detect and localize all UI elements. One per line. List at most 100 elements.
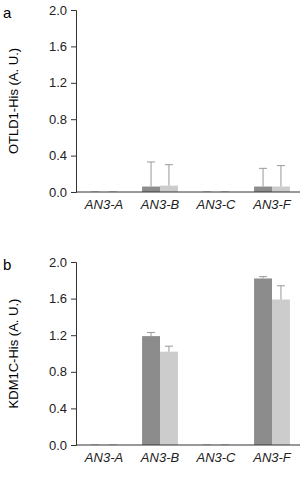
x-tick: AN3-F — [252, 192, 292, 212]
panel: a OTLD1-His (A. U.) 0.0 0.4 0.8 1.2 1.6 2.0 AN3-… — [3, 3, 300, 213]
y-tick-label: 0.0 — [49, 438, 67, 453]
y-tick-label: 0.8 — [49, 112, 67, 127]
error-cap — [277, 285, 285, 286]
bar — [142, 336, 160, 445]
error-whisker — [280, 286, 281, 300]
y-tick: 0.0 — [49, 185, 76, 200]
y-axis-line — [71, 263, 77, 446]
plot-area — [91, 277, 290, 445]
y-tick-label: 1.2 — [49, 75, 67, 90]
y-axis-label: KDM1C-His (A. U.) — [6, 299, 21, 409]
y-axis-line — [71, 11, 77, 193]
y-tick-mark — [71, 299, 76, 300]
error-cap — [259, 168, 267, 169]
x-tick: AN3-C — [195, 192, 236, 212]
y-tick-label: 2.0 — [49, 3, 67, 18]
y-tick-mark — [71, 46, 76, 47]
error-whisker — [280, 166, 281, 187]
y-tick: 0.4 — [49, 401, 76, 416]
error-cap — [259, 276, 267, 277]
error-cap — [147, 161, 155, 162]
x-tick: AN3-F — [252, 445, 292, 465]
x-tick-label: AN3-F — [252, 450, 292, 465]
y-tick: 2.0 — [49, 3, 76, 18]
panel-label: a — [3, 4, 12, 21]
x-tick: AN3-B — [140, 445, 180, 465]
error-bar — [259, 277, 267, 279]
y-tick-mark — [71, 335, 76, 336]
panel-label: b — [3, 256, 11, 273]
y-tick-mark — [71, 156, 76, 157]
error-bar — [277, 166, 285, 187]
y-tick-mark — [71, 262, 76, 263]
y-tick-mark — [71, 372, 76, 373]
x-tick-label: AN3-B — [140, 197, 180, 212]
x-tick-label: AN3-F — [252, 197, 292, 212]
y-tick: 1.2 — [49, 75, 76, 90]
bar — [272, 187, 290, 192]
x-tick: AN3-B — [140, 192, 180, 212]
error-bar — [277, 286, 285, 300]
bar — [254, 187, 272, 192]
y-tick-label: 2.0 — [49, 255, 67, 270]
y-tick-label: 1.2 — [49, 328, 67, 343]
y-axis: 0.0 0.4 0.8 1.2 1.6 2.0 — [49, 255, 77, 453]
bar — [160, 352, 178, 445]
y-tick-label: 0.8 — [49, 364, 67, 379]
y-tick-label: 0.0 — [49, 185, 67, 200]
y-tick: 0.4 — [49, 148, 76, 163]
bar — [254, 278, 272, 445]
bar — [272, 300, 290, 445]
error-whisker — [151, 162, 152, 187]
y-tick-mark — [71, 408, 76, 409]
y-tick-mark — [71, 192, 76, 193]
y-axis: 0.0 0.4 0.8 1.2 1.6 2.0 — [49, 3, 77, 200]
error-bar — [165, 346, 173, 351]
error-cap — [165, 346, 173, 347]
error-bar — [147, 332, 155, 336]
x-tick-label: AN3-C — [195, 450, 236, 465]
x-tick: AN3-A — [84, 445, 123, 465]
plot-area — [91, 162, 290, 192]
error-cap — [147, 332, 155, 333]
y-tick-mark — [71, 10, 76, 11]
error-whisker — [151, 332, 152, 336]
y-tick-mark — [71, 445, 76, 446]
x-tick-label: AN3-A — [84, 450, 123, 465]
x-axis-line — [76, 192, 300, 193]
y-tick-label: 1.6 — [49, 291, 67, 306]
y-tick-label: 1.6 — [49, 39, 67, 54]
y-tick-label: 0.4 — [49, 148, 67, 163]
x-axis-line — [76, 445, 300, 446]
x-axis: AN3-A AN3-B AN3-C AN3-F — [76, 192, 300, 212]
y-tick: 1.6 — [49, 39, 76, 54]
y-tick-mark — [71, 119, 76, 120]
x-tick-label: AN3-C — [195, 197, 236, 212]
y-tick: 2.0 — [49, 255, 76, 270]
y-tick: 0.0 — [49, 438, 76, 453]
figure: a OTLD1-His (A. U.) 0.0 0.4 0.8 1.2 1.6 2.0 AN3-… — [0, 0, 307, 500]
error-whisker — [168, 165, 169, 186]
error-bar — [165, 165, 173, 186]
y-tick: 0.8 — [49, 364, 76, 379]
error-cap — [277, 165, 285, 166]
x-tick: AN3-A — [84, 192, 123, 212]
y-tick-label: 0.4 — [49, 401, 67, 416]
error-bar — [147, 162, 155, 187]
x-tick-label: AN3-A — [84, 197, 123, 212]
x-tick-label: AN3-B — [140, 450, 180, 465]
x-tick: AN3-C — [195, 445, 236, 465]
bar — [160, 186, 178, 192]
error-whisker — [168, 346, 169, 351]
error-bar — [259, 168, 267, 186]
error-cap — [165, 164, 173, 165]
panel: b KDM1C-His (A. U.) 0.0 0.4 0.8 1.2 1.6 2.0 AN3-… — [3, 255, 300, 466]
y-tick-mark — [71, 83, 76, 84]
y-tick: 0.8 — [49, 112, 76, 127]
x-axis: AN3-A AN3-B AN3-C AN3-F — [76, 445, 300, 465]
bar — [142, 187, 160, 192]
error-whisker — [263, 168, 264, 186]
y-axis-label: OTLD1-His (A. U.) — [6, 48, 21, 154]
y-tick: 1.2 — [49, 328, 76, 343]
y-tick: 1.6 — [49, 291, 76, 306]
